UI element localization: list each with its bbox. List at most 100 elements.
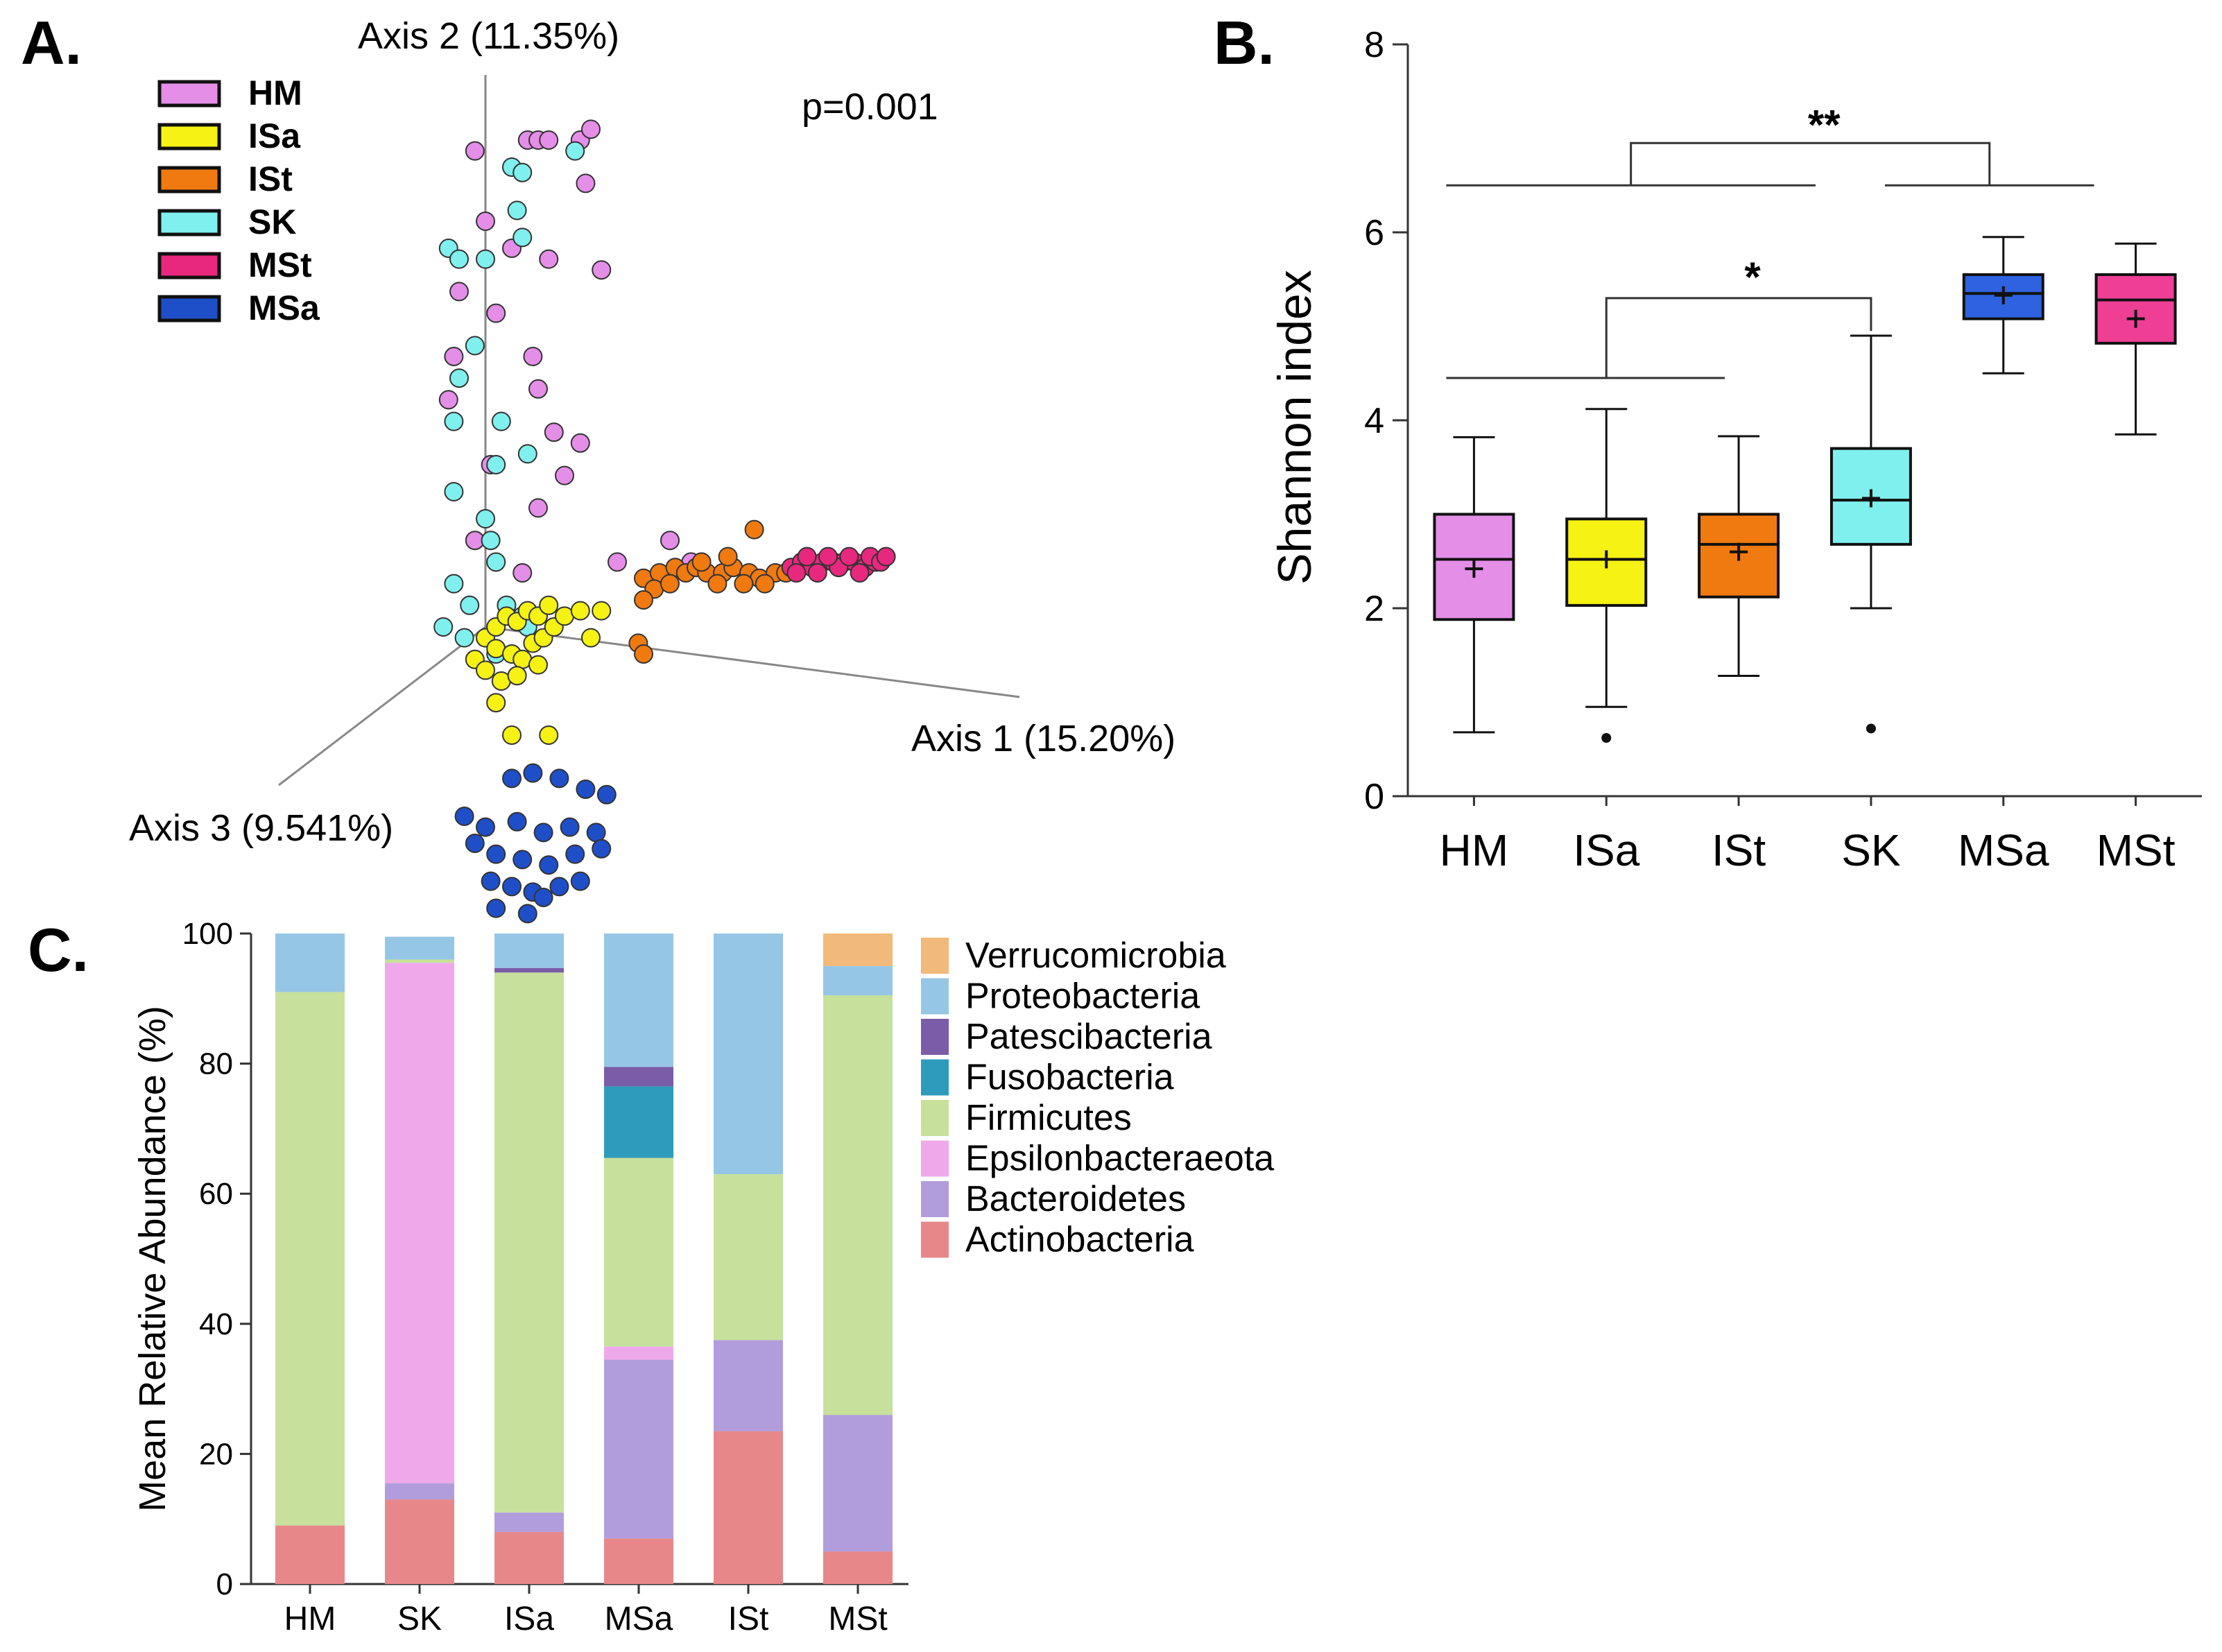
legend-label-epsilonbacteraeota: Epsilonbacteraeota <box>965 1139 1274 1179</box>
axis-1-label: Axis 1 (15.20%) <box>911 718 1175 759</box>
legend-swatch-isa <box>157 123 221 150</box>
bar-segment-mst-firmicutes <box>823 995 893 1416</box>
bar-segment-isa-patescibacteria <box>494 967 564 973</box>
point-sk <box>476 249 495 269</box>
axes: 0 20 40 60 80 100 HM SK ISa MSa ISt MSt <box>182 917 908 1637</box>
scatter-points <box>433 119 896 924</box>
y-tick-label: 0 <box>1364 777 1384 817</box>
panel-b-boxplot: B. Shannon index 0 2 4 6 8 HM ISa ISt SK MSa MSt *… <box>1214 8 2202 875</box>
legend-label-sk: SK <box>248 203 296 241</box>
point-isa <box>592 601 612 621</box>
point-hm <box>513 563 533 583</box>
bar-segment-isa-actinobacteria <box>494 1531 564 1584</box>
x-tick-label: HM <box>284 1601 336 1637</box>
point-sk <box>513 227 533 248</box>
bar-segment-ist-proteobacteria <box>714 933 783 1175</box>
bar-segment-sk-bacteroidetes <box>385 1483 454 1500</box>
axes: 0 2 4 6 8 HM ISa ISt SK MSa MSt <box>1364 25 2202 875</box>
x-tick-label: ISt <box>728 1601 769 1637</box>
point-msa <box>586 823 606 843</box>
x-tick-label: HM <box>1440 825 1509 875</box>
legend-label-mst: MSt <box>248 246 312 284</box>
box-mst <box>2094 242 2177 436</box>
y-tick-label: 100 <box>182 917 233 951</box>
bars <box>275 933 893 1584</box>
point-hm <box>528 498 548 518</box>
boxes <box>1433 236 2177 743</box>
legend-swatch-ist <box>157 166 221 193</box>
bar-segment-msa-bacteroidetes <box>604 1359 673 1539</box>
point-msa <box>486 844 506 864</box>
y-axis-label: Mean Relative Abundance (%) <box>132 1006 173 1511</box>
bar-segment-msa-fusobacteria <box>604 1086 673 1158</box>
y-tick-label: 0 <box>216 1567 233 1601</box>
point-msa <box>523 763 543 783</box>
point-msa <box>576 780 596 799</box>
point-hm <box>544 422 564 442</box>
point-msa <box>502 768 522 789</box>
point-sk <box>444 411 464 431</box>
point-ist <box>734 574 754 594</box>
bar-segment-ist-firmicutes <box>714 1174 783 1341</box>
point-msa <box>481 871 501 891</box>
point-mst <box>818 547 838 567</box>
legend-label-actinobacteria: Actinobacteria <box>965 1220 1194 1260</box>
significance-brackets: *** <box>1446 101 2094 379</box>
point-hm <box>660 531 680 551</box>
y-tick-label: 2 <box>1364 589 1384 629</box>
point-ist <box>707 574 727 594</box>
outlier-point <box>1866 723 1876 734</box>
point-hm <box>476 212 495 231</box>
axis-3-line <box>278 626 486 786</box>
bar-segment-ist-bacteroidetes <box>714 1340 783 1431</box>
point-msa <box>476 817 495 837</box>
point-sk <box>454 628 474 648</box>
point-mst <box>850 563 870 583</box>
bar-segment-sk-proteobacteria <box>385 936 454 960</box>
y-tick-label: 40 <box>199 1307 233 1341</box>
legend-swatch-epsilonbacteraeota <box>921 1140 949 1177</box>
legend-swatch-mst <box>157 252 221 279</box>
legend: VerrucomicrobiaProteobacteriaPatescibact… <box>921 936 1274 1260</box>
point-isa <box>581 628 601 648</box>
legend-swatch-proteobacteria <box>921 978 949 1015</box>
y-tick-label: 4 <box>1364 401 1384 441</box>
legend-label-bacteroidetes: Bacteroidetes <box>965 1179 1186 1219</box>
point-hm <box>576 173 596 193</box>
legend-swatch-msa <box>157 295 221 322</box>
point-msa <box>549 768 569 789</box>
point-msa <box>565 844 585 864</box>
axis-1-line <box>485 626 1020 698</box>
point-sk <box>449 368 469 388</box>
legend-swatch-verrucomicrobia <box>921 938 949 974</box>
box-isa <box>1565 408 1648 743</box>
x-tick-label: ISt <box>1712 825 1766 875</box>
point-hm <box>539 130 559 150</box>
point-msa <box>513 850 533 870</box>
point-hm <box>570 433 590 453</box>
legend-swatch-firmicutes <box>921 1100 949 1136</box>
x-tick-label: MSt <box>2096 825 2176 875</box>
point-sk <box>476 509 495 528</box>
legend-label-fusobacteria: Fusobacteria <box>965 1058 1174 1098</box>
p-value-annotation: p=0.001 <box>802 86 938 128</box>
point-msa <box>465 834 485 853</box>
box-msa <box>1962 236 2044 375</box>
point-hm <box>592 260 612 280</box>
point-hm <box>438 390 458 410</box>
bar-segment-msa-epsilonbacteraeota <box>604 1346 673 1360</box>
point-msa <box>517 904 537 924</box>
point-msa <box>502 877 522 897</box>
panel-a-pcoa: A. Axis 2 (11.35%) Axis 1 (15.20%) Axis … <box>21 8 1175 924</box>
point-sk <box>513 162 533 182</box>
legend: HM ISa ISt SK MSt MSa <box>157 74 320 327</box>
box-hm <box>1433 436 1515 734</box>
significance-label: ** <box>1808 101 1841 148</box>
point-hm <box>539 249 559 269</box>
x-tick-label: SK <box>1841 825 1900 875</box>
panel-c-stacked-bar: C. Mean Relative Abundance (%) 0 20 40 60 80… <box>28 915 1274 1637</box>
point-msa <box>533 823 553 843</box>
y-axis-label: Shannon index <box>1268 270 1321 585</box>
point-mst <box>786 563 807 583</box>
box-ist <box>1698 435 1780 678</box>
